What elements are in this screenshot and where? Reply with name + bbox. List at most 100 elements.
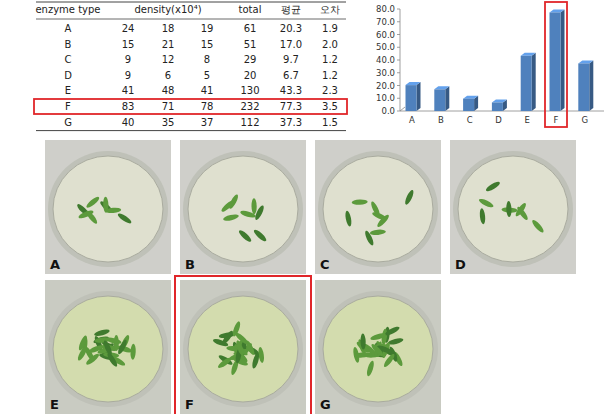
x-tick-label: G [582, 115, 589, 125]
photos: ABCDEFG [45, 140, 576, 414]
leaf [370, 332, 387, 341]
leaf [354, 351, 371, 358]
bar [578, 60, 593, 111]
table: enzyme typedensity(x10⁴)total평균오차A241819… [34, 2, 347, 131]
table-cell: 51 [244, 39, 257, 50]
bar-top [406, 82, 421, 85]
bar [434, 86, 449, 111]
bar [463, 96, 478, 111]
leaf [244, 339, 256, 356]
leaf [237, 229, 252, 244]
dish-rim [183, 291, 303, 407]
photo-label: F [185, 397, 194, 412]
table-cell: 9 [125, 70, 131, 81]
table-cell: 20.3 [280, 23, 302, 34]
bar-top [463, 96, 478, 99]
table-cell: 15 [122, 39, 135, 50]
table-cell: 19 [201, 23, 214, 34]
x-tick-label: B [438, 115, 444, 125]
dish-rim [183, 151, 303, 267]
y-tick [397, 34, 400, 35]
bar-top [492, 99, 507, 102]
table-header: enzyme type [35, 4, 100, 15]
bar-front [406, 85, 417, 111]
bar-top [521, 53, 536, 56]
table-rule [36, 19, 346, 20]
figure: enzyme typedensity(x10⁴)total평균오차A241819… [0, 0, 608, 414]
y-tick [397, 111, 400, 112]
bar-front [521, 56, 532, 111]
leaf [384, 325, 401, 337]
table-cell: 9.7 [283, 54, 299, 65]
photo-label: B [185, 257, 195, 272]
table-cell: 41 [122, 85, 135, 96]
table-cell: 77.3 [280, 101, 302, 112]
x-tick-label: A [409, 115, 415, 125]
y-tick [397, 9, 400, 10]
table-cell: 78 [201, 101, 214, 112]
table-cell: 15 [201, 39, 214, 50]
leaf [221, 329, 235, 345]
leaf [93, 328, 110, 337]
leaf [76, 345, 88, 362]
table-header: total [239, 4, 262, 15]
leaf [235, 339, 245, 356]
bars [406, 9, 594, 111]
dish-rim [318, 151, 438, 267]
y-tick [397, 21, 400, 22]
table-cell: 35 [162, 117, 175, 128]
photo-background [315, 280, 441, 414]
bar-front [463, 99, 474, 111]
bar-top [578, 60, 593, 63]
table-cell: 41 [201, 85, 214, 96]
table-cell: B [65, 39, 72, 50]
leaf [531, 219, 546, 234]
bar [492, 99, 507, 111]
photo-label: A [50, 257, 60, 272]
table-header: 평균 [281, 4, 301, 15]
table-cell: 6.7 [283, 70, 299, 81]
table-cell: 1.2 [322, 70, 338, 81]
table-cell: A [65, 23, 72, 34]
leaf [370, 229, 386, 236]
leaf [105, 207, 121, 214]
bar-top [550, 9, 565, 12]
leaf [106, 352, 119, 368]
photo: E [45, 280, 171, 414]
table-cell: 1.2 [322, 54, 338, 65]
photo-background [180, 280, 306, 414]
y-tick-label: 20.0 [376, 81, 395, 91]
table-header: 오차 [320, 4, 340, 15]
photo-background [45, 140, 171, 274]
table-cell: 71 [162, 101, 175, 112]
dish [53, 156, 163, 262]
y-tick [397, 72, 400, 73]
y-tick-label: 10.0 [376, 93, 395, 103]
y-tick-label: 60.0 [376, 30, 395, 40]
leaf [85, 195, 101, 209]
photo-background [180, 140, 306, 274]
bar-chart: 0.010.020.030.040.050.060.070.080.0ABCDE… [376, 2, 604, 127]
leaf [478, 197, 495, 209]
photo: B [180, 140, 306, 274]
y-tick [397, 85, 400, 86]
dish [323, 156, 433, 262]
dish [188, 296, 298, 402]
leaf [364, 230, 375, 247]
table-cell: 12 [162, 54, 175, 65]
photo: D [450, 140, 576, 274]
x-tick-label: E [525, 115, 530, 125]
bar-side [589, 60, 593, 111]
table-cell: 20 [244, 70, 257, 81]
bar-side [532, 53, 536, 111]
photo: A [45, 140, 171, 274]
table-cell: 43.3 [280, 85, 302, 96]
leaf [217, 356, 233, 370]
y-tick-label: 70.0 [376, 17, 395, 27]
y-tick-label: 40.0 [376, 55, 395, 65]
bar-side [561, 9, 565, 111]
table-cell: 18 [162, 23, 175, 34]
photo-label: E [50, 397, 59, 412]
table-cell: 17.0 [280, 39, 302, 50]
highlight-box [34, 99, 347, 114]
